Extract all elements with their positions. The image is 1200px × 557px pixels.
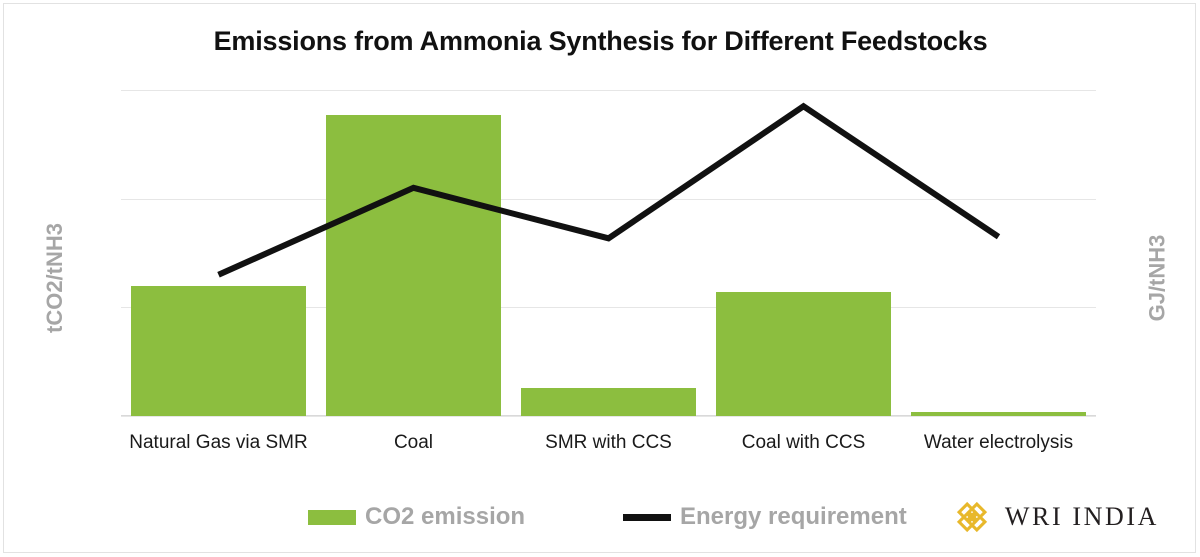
wri-india-logo: WRI INDIA <box>950 493 1159 541</box>
x-axis-label: SMR with CCS <box>545 432 672 453</box>
bar-coal-with-ccs <box>715 292 892 416</box>
y-axis-left-title: tCO2/tNH3 <box>42 222 68 334</box>
wri-logo-mark-icon <box>956 501 988 533</box>
legend-item-energy-requirement[interactable]: Energy requirement <box>623 491 907 543</box>
legend-label-co2-emission: CO2 emission <box>365 503 526 530</box>
legend-item-co2-emission[interactable]: CO2 emission <box>308 491 525 543</box>
y-axis-right-title: GJ/tNH3 <box>1144 234 1170 322</box>
energy-requirement-line <box>219 106 999 274</box>
legend-bar-swatch-icon <box>308 509 356 525</box>
bar-coal <box>325 115 502 416</box>
gridline <box>121 198 1096 200</box>
chart-title: Emissions from Ammonia Synthesis for Dif… <box>213 26 988 56</box>
bar-water-electrolysis <box>910 411 1087 416</box>
bar-natural-gas-via-smr <box>130 285 307 416</box>
x-axis-label: Water electrolysis <box>923 432 1074 453</box>
gridline <box>121 307 1096 309</box>
legend-line-swatch-icon <box>623 513 671 521</box>
chart-container: Emissions from Ammonia Synthesis for Dif… <box>3 3 1196 553</box>
line-series-energy-requirement <box>121 90 1096 416</box>
x-axis-label: Coal <box>393 432 434 453</box>
chart-legend: CO2 emission Energy requirement <box>121 491 1096 543</box>
gridline <box>121 416 1096 417</box>
bar-smr-with-ccs <box>520 387 697 416</box>
x-axis-label: Natural Gas via SMR <box>129 432 308 453</box>
x-axis-category-labels: Natural Gas via SMR Coal SMR with CCS Coal … <box>121 424 1096 484</box>
gridline <box>121 90 1096 91</box>
bar-series-co2-emission <box>121 90 1096 416</box>
x-axis-label: Coal with CCS <box>741 432 866 453</box>
plot-area: 01.32.63.9 0102030405060 <box>121 90 1096 417</box>
wri-india-logo-text: WRI INDIA <box>1004 502 1159 531</box>
legend-label-energy-requirement: Energy requirement <box>680 503 907 530</box>
